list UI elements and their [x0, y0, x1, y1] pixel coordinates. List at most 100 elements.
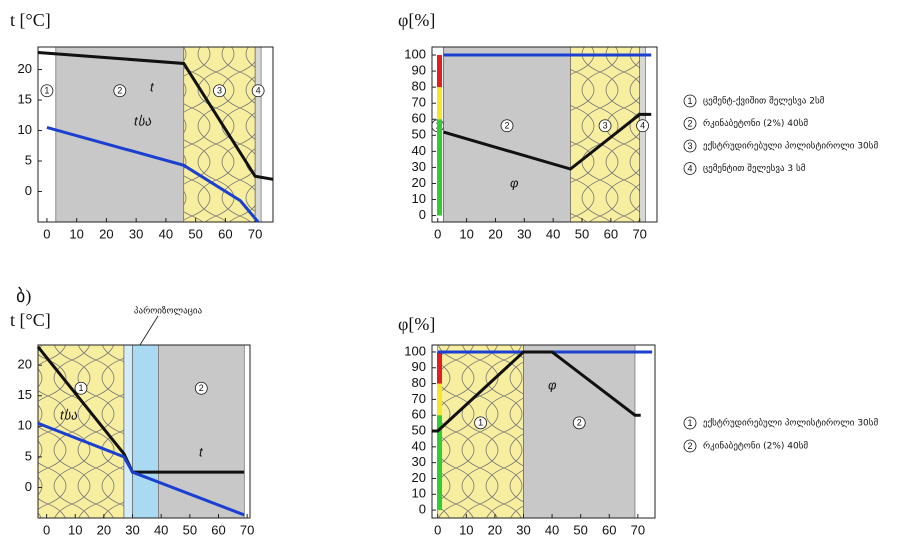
x-tick-label: 60	[218, 226, 232, 241]
line-label: tსა	[134, 113, 152, 128]
layer-number: 1	[78, 383, 83, 393]
y-tick-label: 80	[412, 375, 426, 390]
layer-marker	[598, 119, 612, 133]
y-tick-label: 15	[18, 91, 32, 106]
y-tick-label: 30	[412, 159, 426, 174]
layer-marker	[213, 84, 226, 98]
axis-title: φ[%]	[398, 314, 435, 334]
plot-frame	[431, 46, 658, 223]
layer-number: 2	[117, 86, 122, 96]
y-tick-label: 0	[419, 502, 426, 517]
data-line	[443, 112, 652, 171]
x-tick-label: 50	[575, 226, 589, 241]
data-line	[37, 421, 245, 517]
annotation: პაროიზოლაცია	[134, 306, 203, 317]
layer-number: 4	[256, 86, 261, 96]
legend-number: 1	[687, 96, 692, 106]
line-label: tსა	[60, 407, 78, 422]
x-tick-label: 70	[240, 522, 254, 535]
layer-marker	[113, 84, 127, 98]
layer	[132, 344, 159, 519]
y-tick-label: 80	[412, 79, 426, 94]
x-tick-label: 10	[459, 226, 473, 241]
y-tick-label: 20	[412, 470, 426, 485]
layer-marker	[572, 416, 586, 430]
x-tick-label: 40	[546, 226, 560, 241]
x-tick-label: 60	[602, 522, 616, 535]
legend-marker	[683, 439, 697, 453]
legend-text: რკინაბეტონი (2%) 40სმ	[703, 118, 808, 129]
y-tick-label: 10	[18, 122, 32, 137]
legend-marker	[683, 416, 697, 430]
axis-title: φ[%]	[398, 10, 435, 30]
layer	[158, 344, 245, 519]
x-tick-label: 10	[69, 226, 83, 241]
layer-marker	[474, 416, 488, 430]
y-tick-label: 5	[25, 152, 32, 167]
layer-marker	[40, 84, 54, 98]
humidity-band	[437, 415, 442, 511]
data-line	[432, 350, 641, 433]
legend-marker	[683, 139, 697, 153]
x-tick-label: 60	[211, 522, 225, 535]
layer-marker	[251, 84, 265, 98]
legend-number: 2	[687, 118, 692, 128]
y-tick-label: 70	[412, 95, 426, 110]
x-tick-label: 40	[545, 522, 559, 535]
y-tick-label: 20	[18, 61, 32, 76]
x-tick-label: 20	[488, 522, 502, 535]
x-tick-label: 50	[183, 522, 197, 535]
layer	[123, 344, 133, 519]
layer-number: 4	[640, 121, 645, 131]
layer-marker	[500, 119, 514, 133]
x-tick-label: 0	[43, 522, 50, 535]
x-tick-label: 60	[604, 226, 618, 241]
line-label: φ	[548, 377, 557, 392]
humidity-band	[437, 383, 442, 416]
data-line	[37, 50, 274, 181]
y-tick-label: 60	[412, 407, 426, 422]
x-tick-label: 10	[459, 522, 473, 535]
x-tick-label: 30	[517, 226, 531, 241]
y-tick-label: 0	[25, 183, 32, 198]
layer-number: 3	[217, 86, 222, 96]
humidity-band	[437, 119, 442, 216]
y-tick-label: 20	[412, 175, 426, 190]
x-tick-label: 70	[631, 522, 645, 535]
plot-area: 1 2 3 4	[37, 46, 274, 223]
y-tick-label: 100	[404, 46, 426, 61]
layer-marker	[194, 381, 208, 395]
data-line	[46, 126, 260, 223]
x-tick-label: 40	[159, 226, 173, 241]
axis-title: t [°C]	[10, 10, 51, 30]
layer	[443, 46, 571, 223]
layer-number: 2	[199, 383, 204, 393]
insulation-pattern	[437, 345, 524, 518]
layer-number: 1	[44, 86, 49, 96]
y-tick-label: 60	[412, 111, 426, 126]
x-tick-label: 20	[99, 226, 113, 241]
legend-number: 3	[687, 141, 692, 151]
legend-text: ცემენტ-ქვიშით შელესვა 2სმ	[703, 96, 825, 107]
layer-number: 3	[603, 121, 608, 131]
layer-number: 2	[577, 418, 582, 428]
x-tick-label: 20	[488, 226, 502, 241]
x-tick-label: 50	[188, 226, 202, 241]
y-tick-label: 15	[18, 387, 32, 402]
y-tick-label: 10	[412, 486, 426, 501]
y-tick-label: 90	[412, 63, 426, 78]
x-tick-label: 10	[68, 522, 82, 535]
y-tick-label: 90	[412, 359, 426, 374]
humidity-band	[437, 87, 442, 120]
x-tick-label: 30	[125, 522, 139, 535]
legend-marker	[683, 117, 697, 130]
plot-frame	[37, 344, 251, 519]
y-tick-label: 40	[412, 143, 426, 158]
y-tick-label: 100	[404, 343, 426, 358]
y-tick-label: 10	[412, 191, 426, 206]
layer-number: 1	[478, 418, 483, 428]
